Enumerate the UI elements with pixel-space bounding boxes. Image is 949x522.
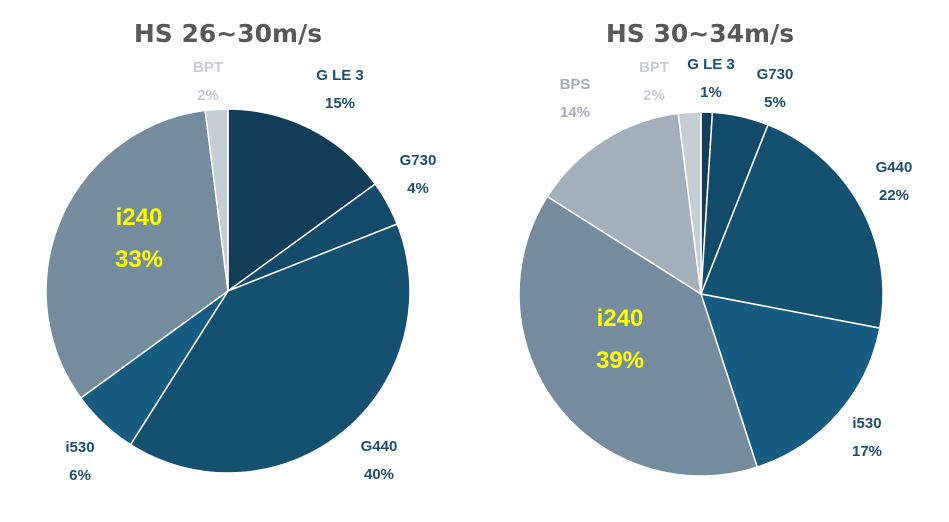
- pie-chart-hs-26-30: HS 26~30m/s G LE 3 15% G730 4% G440 40% i530 6%…: [45, 19, 436, 484]
- slice-label-i530: i530: [852, 415, 881, 432]
- pie-slice-g440: [129, 223, 411, 474]
- slice-value-i240: 39%: [596, 347, 644, 374]
- pie-labels-hs-30-34: G LE 3 1% G730 5% G440 22% i530 17% i240 39% BPS 14…: [560, 56, 913, 460]
- chart-title-hs-30-34: HS 30~34m/s: [606, 19, 794, 48]
- slice-label-bps: BPS: [560, 76, 591, 93]
- pie-slice-g440: [699, 123, 884, 329]
- slice-value-i530: 6%: [69, 467, 91, 484]
- pie-slice-i240: [45, 109, 229, 400]
- slice-label-g-le-3: G LE 3: [687, 56, 735, 73]
- slice-value-g730: 4%: [407, 180, 429, 197]
- pie-slice-bpt: [204, 108, 229, 292]
- slice-value-g-le-3: 1%: [700, 84, 722, 101]
- slice-value-i240: 33%: [115, 246, 163, 273]
- slice-value-g730: 5%: [764, 94, 786, 111]
- pie-labels-hs-26-30: G LE 3 15% G730 4% G440 40% i530 6% i240 33% BPT 2%: [65, 59, 436, 484]
- slice-label-i530: i530: [65, 439, 94, 456]
- slice-label-g730: G730: [757, 66, 794, 83]
- slice-value-g440: 22%: [879, 187, 909, 204]
- pie-slices-hs-26-30: [45, 108, 411, 474]
- pie-slice-bpt: [677, 111, 702, 295]
- slice-value-i530: 17%: [852, 443, 882, 460]
- slice-label-bpt: BPT: [639, 59, 669, 76]
- pie-slice-i530: [699, 293, 881, 469]
- pie-slice-g-le-3: [227, 108, 377, 293]
- slice-label-g-le-3: G LE 3: [316, 67, 364, 84]
- slice-value-bpt: 2%: [643, 87, 665, 104]
- pie-slice-bps: [546, 112, 702, 296]
- slice-label-i240: i240: [116, 204, 163, 231]
- pie-slices-hs-30-34: [518, 111, 884, 477]
- slice-label-bpt: BPT: [193, 59, 223, 76]
- chart-title-hs-26-30: HS 26~30m/s: [134, 19, 322, 48]
- pie-slice-i240: [518, 195, 759, 477]
- slice-label-g440: G440: [361, 438, 398, 455]
- slice-value-g440: 40%: [364, 466, 394, 483]
- slice-label-g440: G440: [876, 159, 913, 176]
- slice-label-g730: G730: [400, 152, 437, 169]
- slice-value-bpt: 2%: [197, 87, 219, 104]
- pie-chart-hs-30-34: HS 30~34m/s G LE 3 1% G730 5% G440 22% i530 17%…: [518, 19, 913, 477]
- slice-label-i240: i240: [597, 305, 644, 332]
- slice-value-bps: 14%: [560, 104, 590, 121]
- slice-value-g-le-3: 15%: [325, 95, 355, 112]
